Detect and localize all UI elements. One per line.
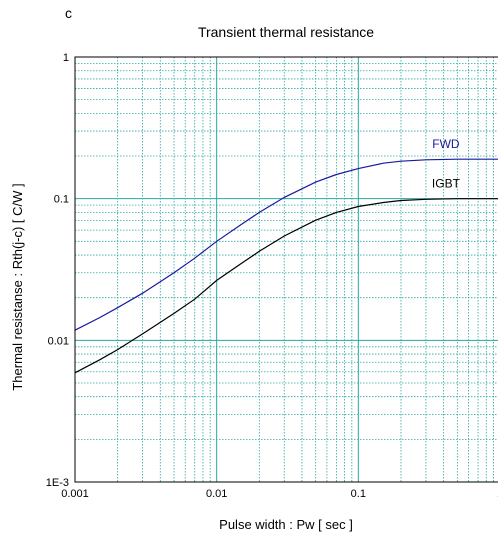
y-tick-label: 0.01	[48, 335, 69, 347]
tick-labels: 0.001 0.01 0.1 1 1E-3 0.01 0.1 1	[46, 52, 498, 500]
y-tick-label: 0.1	[54, 194, 69, 206]
series-label-igbt: IGBT	[432, 176, 461, 190]
y-tick-label: 1E-3	[46, 477, 69, 489]
x-tick-label: 1	[497, 488, 498, 500]
x-axis-label: Pulse width : Pw [ sec ]	[219, 517, 353, 532]
series-line-fwd	[74, 158, 498, 331]
grid	[75, 57, 498, 482]
x-tick-label: 0.01	[206, 488, 227, 500]
x-tick-label: 0.001	[61, 488, 89, 500]
x-tick-label: 0.1	[351, 488, 366, 500]
y-tick-label: 1	[63, 52, 69, 64]
plot-frame	[74, 56, 498, 483]
series-label-fwd: FWD	[432, 137, 460, 151]
y-axis-label: Thermal resistanse : Rth(j-c) [ C/W ]	[10, 183, 25, 390]
series-layer	[74, 158, 498, 374]
series-labels: FWD IGBT	[432, 137, 461, 190]
series-line-igbt	[74, 198, 498, 374]
panel-label: c	[65, 5, 72, 21]
chart-title: Transient thermal resistance	[198, 24, 374, 40]
